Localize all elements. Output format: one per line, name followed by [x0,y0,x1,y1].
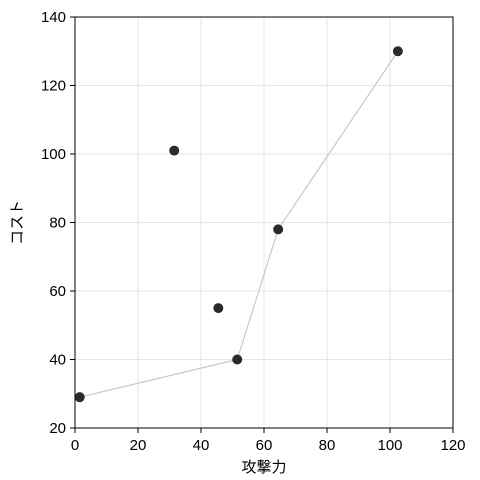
grid [74,16,454,429]
frontier-line [79,50,399,398]
y-tick-label: 120 [41,78,66,95]
data-point-2 [213,303,224,314]
x-axis-ticks: 0 20 40 60 80 100 120 [71,428,466,454]
y-tick-label: 80 [49,215,66,232]
data-point-0 [74,392,85,403]
x-axis-label: 攻撃力 [241,458,286,476]
y-axis-ticks: 20 40 60 80 100 120 140 [41,9,75,437]
y-tick-label: 100 [41,146,66,163]
x-tick-label: 40 [193,437,210,454]
y-tick-label: 40 [49,352,66,369]
y-tick-label: 140 [41,9,66,26]
y-axis-label: コスト [8,200,26,245]
y-tick-label: 20 [49,420,66,437]
x-tick-label: 0 [71,437,79,454]
x-tick-label: 60 [256,437,273,454]
data-point-3 [232,354,243,365]
y-tick-label: 60 [49,283,66,300]
x-tick-label: 120 [440,437,465,454]
data-point-5 [392,46,403,57]
data-points [74,46,403,403]
x-tick-label: 20 [130,437,147,454]
data-point-1 [169,145,180,156]
x-tick-label: 100 [377,437,402,454]
x-tick-label: 80 [319,437,336,454]
data-point-4 [273,224,284,235]
